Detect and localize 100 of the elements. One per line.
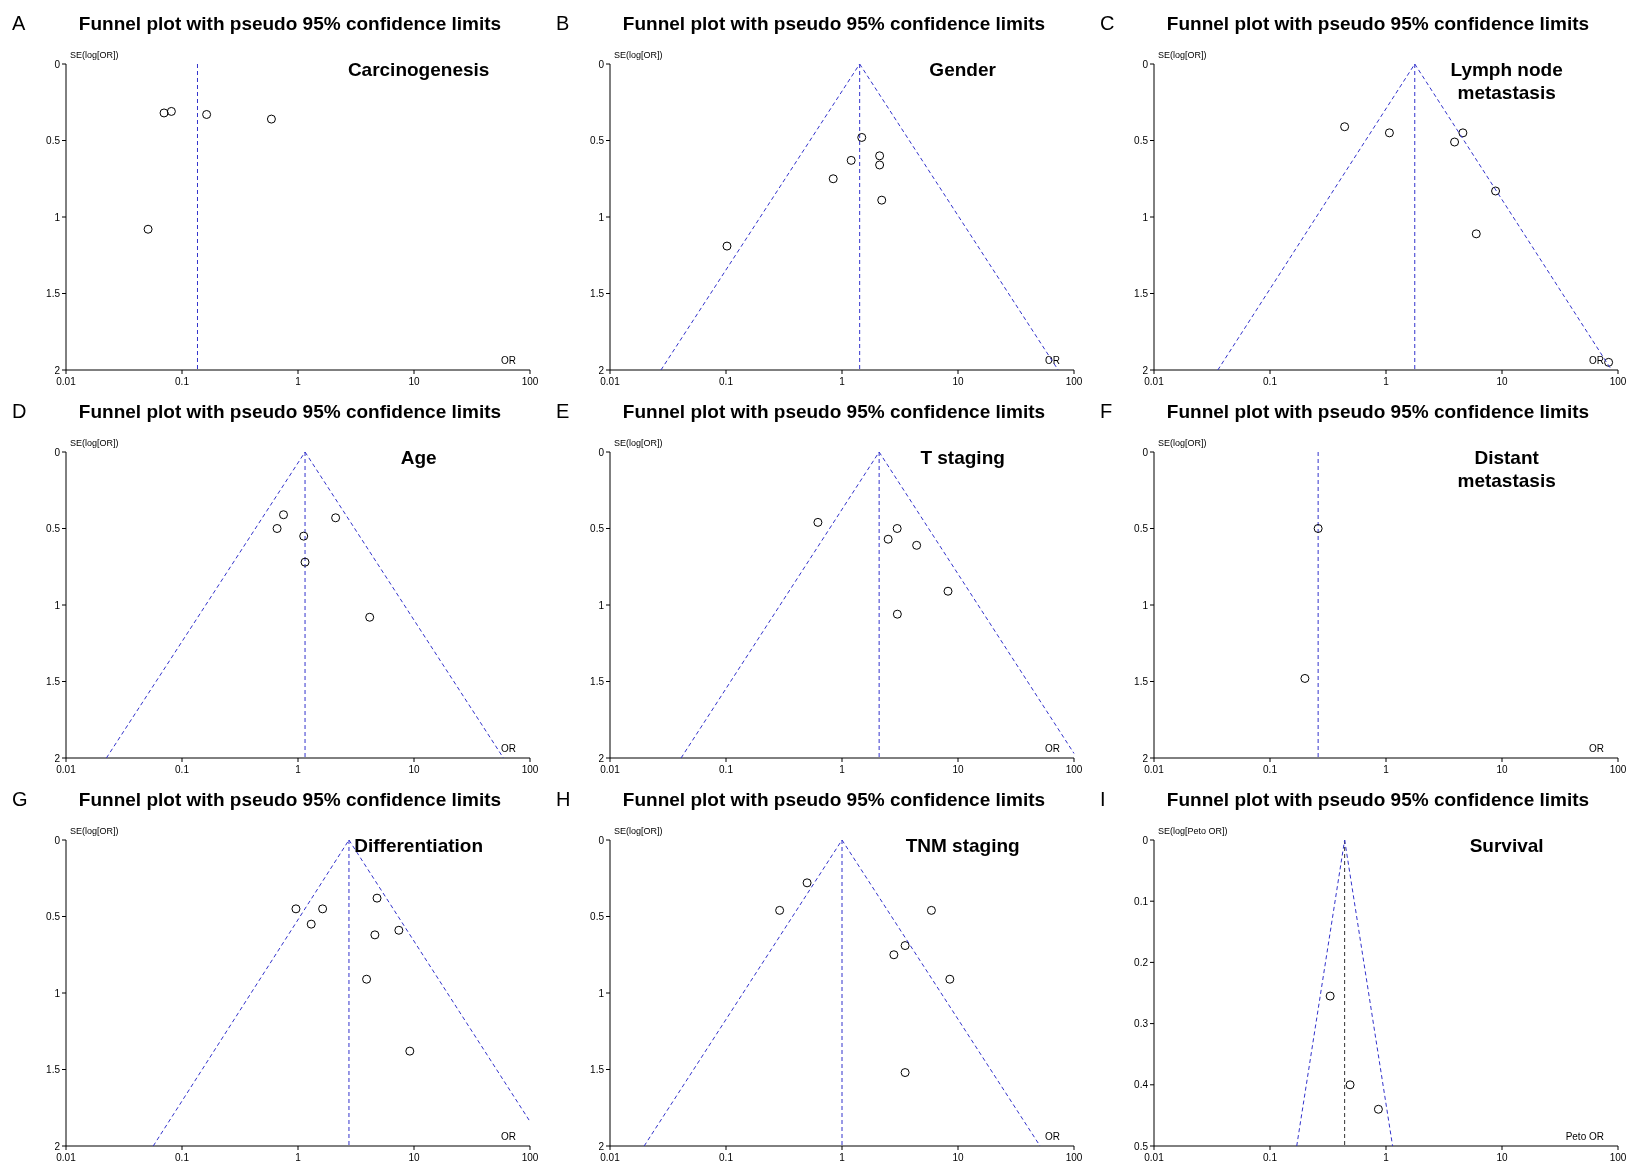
x-tick-label: 0.01 — [600, 376, 621, 387]
y-tick-label: 2 — [54, 1140, 61, 1152]
text: D — [12, 400, 27, 422]
y-tick-label: 0 — [598, 58, 605, 70]
y-tick-label: 1 — [54, 211, 61, 223]
x-tick-label: 1 — [1383, 764, 1390, 775]
y-tick-label: 1 — [54, 599, 61, 611]
y-tick-label: 2 — [54, 364, 61, 376]
chart-title: Funnel plot with pseudo 95% confidence limits — [622, 789, 1046, 810]
x-tick-label: 1 — [839, 1152, 846, 1163]
y-tick-label: 0 — [54, 446, 61, 458]
y-tick-label: 1 — [1142, 599, 1149, 611]
x-tick-label: 0.1 — [1263, 764, 1278, 775]
y-tick-label: 0.5 — [46, 911, 61, 922]
y-tick-label: 0.3 — [1134, 1018, 1149, 1030]
y-tick-label: 0 — [598, 834, 605, 846]
y-tick-label: 1.5 — [590, 1064, 605, 1075]
y-tick-label: 0.5 — [590, 523, 605, 534]
y-tick-label: 1 — [1142, 211, 1149, 223]
y-tick-label: 0.5 — [1134, 1140, 1149, 1152]
y-tick-label: 1.5 — [46, 288, 61, 299]
y-tick-label: 1.5 — [46, 1064, 61, 1075]
x-tick-label: 0.1 — [175, 764, 190, 775]
chart-title: Funnel plot with pseudo 95% confidence limits — [622, 13, 1046, 34]
y-tick-label: 0 — [1142, 446, 1149, 458]
x-tick-label: 100 — [1609, 376, 1627, 387]
x-tick-label: 1 — [839, 376, 846, 387]
y-tick-label: 1 — [54, 987, 61, 999]
y-tick-label: 1 — [598, 211, 605, 223]
y-tick-label: 0.4 — [1134, 1079, 1149, 1091]
x-tick-label: 0.01 — [1144, 376, 1165, 387]
y-axis-title: SE(log[OR]) — [614, 438, 663, 448]
y-tick-label: 1.5 — [1134, 676, 1149, 687]
chart-subtitle: Lymph node metastasis — [1450, 59, 1563, 103]
chart-subtitle: TNM staging — [905, 835, 1020, 856]
chart-title: Funnel plot with pseudo 95% confidence limits — [1166, 401, 1590, 422]
y-tick-label: 0.1 — [1134, 895, 1149, 907]
x-tick-label: 10 — [408, 1152, 420, 1163]
x-tick-label: 0.01 — [1144, 1152, 1165, 1163]
chart-title: Funnel plot with pseudo 95% confidence limits — [1166, 789, 1590, 810]
chart-title: Funnel plot with pseudo 95% confidence limits — [78, 789, 502, 810]
y-tick-label: 0.2 — [1134, 956, 1149, 968]
y-tick-label: 2 — [54, 752, 61, 764]
x-axis-title: Peto OR — [1565, 1131, 1604, 1142]
chart-subtitle: Gender — [929, 59, 997, 80]
text: E — [556, 400, 570, 422]
text: I — [1100, 788, 1106, 810]
x-tick-label: 1 — [295, 764, 302, 775]
x-tick-label: 1 — [295, 376, 302, 387]
x-axis-title: OR — [1589, 743, 1604, 754]
x-tick-label: 0.1 — [1263, 1152, 1278, 1163]
y-tick-label: 1.5 — [590, 676, 605, 687]
x-tick-label: 0.01 — [56, 1152, 77, 1163]
chart-subtitle: T staging — [920, 447, 1005, 468]
x-axis-title: OR — [1045, 1131, 1060, 1142]
x-tick-label: 1 — [1383, 376, 1390, 387]
x-tick-label: 100 — [521, 376, 539, 387]
y-axis-title: SE(log[OR]) — [614, 50, 663, 60]
y-tick-label: 0 — [54, 834, 61, 846]
x-tick-label: 1 — [295, 1152, 302, 1163]
x-tick-label: 10 — [1496, 764, 1508, 775]
chart-title: Funnel plot with pseudo 95% confidence limits — [78, 13, 502, 34]
x-tick-label: 1 — [839, 764, 846, 775]
y-axis-title: SE(log[OR]) — [70, 50, 119, 60]
x-tick-label: 10 — [1496, 1152, 1508, 1163]
y-tick-label: 1.5 — [590, 288, 605, 299]
y-tick-label: 2 — [1142, 752, 1149, 764]
x-axis-title: OR — [501, 355, 516, 366]
y-tick-label: 0 — [1142, 834, 1149, 846]
text: F — [1100, 400, 1113, 422]
y-tick-label: 2 — [598, 364, 605, 376]
x-tick-label: 0.1 — [719, 764, 734, 775]
y-axis-title: SE(log[Peto OR]) — [1158, 826, 1228, 836]
y-axis-title: SE(log[OR]) — [70, 826, 119, 836]
y-tick-label: 0 — [598, 446, 605, 458]
x-axis-title: OR — [501, 743, 516, 754]
y-tick-label: 1 — [598, 599, 605, 611]
chart-subtitle: Carcinogenesis — [347, 59, 490, 80]
y-tick-label: 0.5 — [1134, 135, 1149, 146]
chart-title: Funnel plot with pseudo 95% confidence limits — [622, 401, 1046, 422]
x-tick-label: 0.1 — [175, 1152, 190, 1163]
text: B — [556, 12, 570, 34]
x-tick-label: 0.1 — [175, 376, 190, 387]
y-tick-label: 2 — [1142, 364, 1149, 376]
y-tick-label: 0.5 — [46, 135, 61, 146]
y-tick-label: 0 — [54, 58, 61, 70]
chart-subtitle: Distant metastasis — [1457, 447, 1556, 491]
x-tick-label: 0.1 — [719, 1152, 734, 1163]
chart-subtitle: Age — [400, 447, 437, 468]
y-tick-label: 2 — [598, 752, 605, 764]
text: H — [556, 788, 571, 810]
x-tick-label: 0.1 — [1263, 376, 1278, 387]
chart-title: Funnel plot with pseudo 95% confidence limits — [78, 401, 502, 422]
y-tick-label: 1.5 — [46, 676, 61, 687]
x-tick-label: 10 — [1496, 376, 1508, 387]
x-tick-label: 0.01 — [600, 764, 621, 775]
y-tick-label: 0 — [1142, 58, 1149, 70]
y-axis-title: SE(log[OR]) — [614, 826, 663, 836]
x-tick-label: 100 — [1065, 376, 1083, 387]
chart-title: Funnel plot with pseudo 95% confidence limits — [1166, 13, 1590, 34]
